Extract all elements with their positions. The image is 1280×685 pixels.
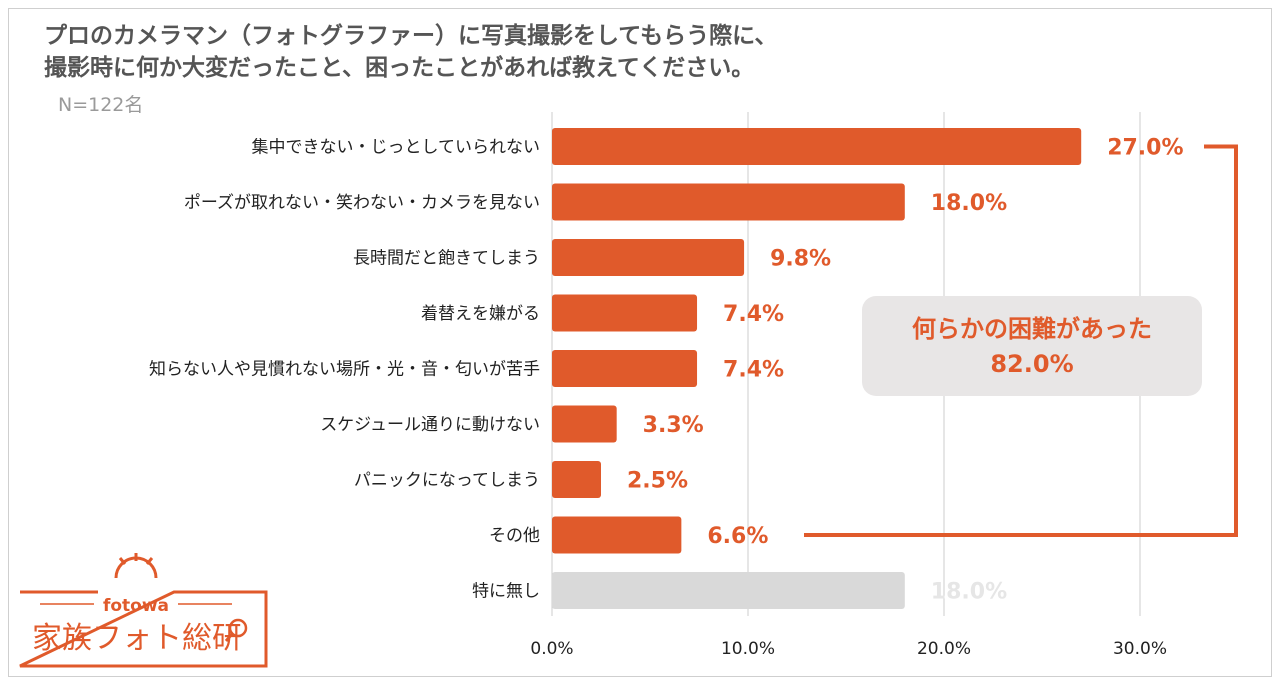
total-bracket xyxy=(804,144,1238,537)
x-tick-label: 20.0% xyxy=(917,639,971,659)
bar xyxy=(552,128,1082,165)
magnifier-icon xyxy=(228,618,248,638)
category-labels: 集中できない・じっとしていられないポーズが取れない・笑わない・カメラを見ない長時… xyxy=(149,138,540,602)
category-label: その他 xyxy=(489,526,540,546)
value-label: 7.4% xyxy=(723,302,784,327)
title-line-1: プロのカメラマン（フォトグラファー）に写真撮影をしてもらう際に、 xyxy=(44,23,778,49)
bar xyxy=(552,516,682,554)
logo-brand: fotowa xyxy=(103,596,169,616)
category-label: 知らない人や見慣れない場所・光・音・匂いが苦手 xyxy=(149,360,540,380)
bars xyxy=(552,128,1082,609)
category-label: ポーズが取れない・笑わない・カメラを見ない xyxy=(184,193,540,213)
bar xyxy=(552,572,905,609)
bar xyxy=(552,239,745,276)
value-label: 7.4% xyxy=(723,358,784,383)
category-label: 特に無し xyxy=(472,582,540,602)
category-label: 着替えを嫌がる xyxy=(421,304,540,324)
category-label: 集中できない・じっとしていられない xyxy=(252,138,541,158)
x-tick-labels: 0.0% 10.0% 20.0% 30.0% xyxy=(530,639,1167,659)
logo-name: 家族フォト総研 xyxy=(32,621,242,656)
value-label: 18.0% xyxy=(931,191,1007,216)
value-label: 2.5% xyxy=(627,469,688,494)
chart-title: プロのカメラマン（フォトグラファー）に写真撮影をしてもらう際に、 撮影時に何か大… xyxy=(44,20,944,84)
x-tick-label: 10.0% xyxy=(721,639,775,659)
value-labels: 27.0% 18.0% 9.8% 7.4% 7.4% 3.3% 2.5% 6.6% 18.0% xyxy=(627,136,1184,605)
value-label: 9.8% xyxy=(770,247,831,272)
category-label: パニックになってしまう xyxy=(354,471,540,491)
fotowa-logo: fotowa 家族フォト総研 xyxy=(19,553,268,668)
value-label: 27.0% xyxy=(1107,136,1183,161)
title-line-2: 撮影時に何か大変だったこと、困ったことがあれば教えてください。 xyxy=(44,55,755,81)
bar xyxy=(552,183,905,221)
bar xyxy=(552,294,698,332)
value-label: 6.6% xyxy=(707,524,768,549)
category-label: スケジュール通りに動けない xyxy=(320,415,540,435)
bar xyxy=(552,350,698,387)
bar xyxy=(552,461,601,498)
x-tick-label: 0.0% xyxy=(530,639,573,659)
callout-box xyxy=(862,296,1202,396)
category-label: 長時間だと飽きてしまう xyxy=(353,249,540,269)
bar xyxy=(552,405,617,443)
value-label: 3.3% xyxy=(643,413,704,438)
callout-line-2: 82.0% xyxy=(990,350,1073,378)
x-tick-label: 30.0% xyxy=(1113,639,1167,659)
value-label: 18.0% xyxy=(931,580,1007,605)
callout-line-1: 何らかの困難があった xyxy=(912,315,1152,343)
sample-size-label: N=122名 xyxy=(58,94,144,116)
